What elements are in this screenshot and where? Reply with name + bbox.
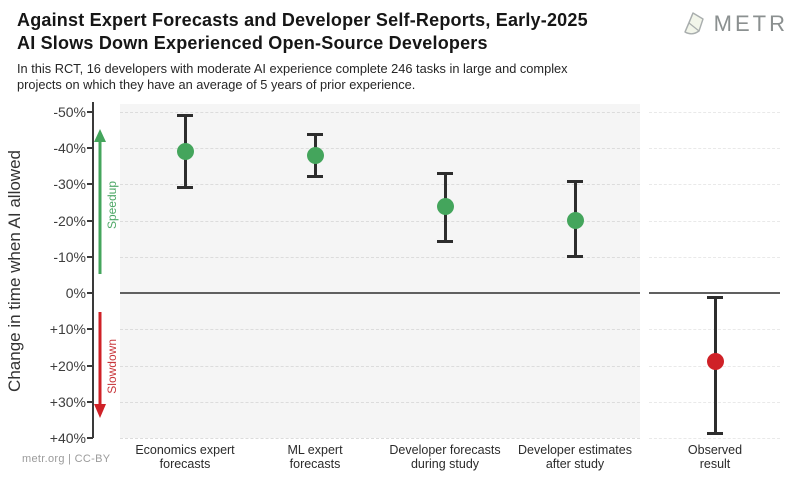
error-bar-cap-top <box>177 114 193 118</box>
credit-text: metr.org | CC-BY <box>22 453 111 465</box>
gridline <box>649 148 780 149</box>
y-tick-mark <box>87 147 93 149</box>
title-line-1: Against Expert Forecasts and Developer S… <box>17 10 588 30</box>
x-category-label-line: Economics expert <box>135 443 235 457</box>
x-category-label-line: ML expert <box>287 443 343 457</box>
gridline <box>120 111 640 113</box>
y-tick-label: -50% <box>53 103 86 120</box>
error-bar-cap-bottom <box>567 254 583 258</box>
zero-line-main <box>120 292 640 294</box>
data-point-observed <box>706 353 724 371</box>
error-bar-cap-top <box>437 172 453 176</box>
y-axis-title-text: Change in time when AI allowed <box>5 150 24 392</box>
slowdown-arrow-icon <box>94 312 106 418</box>
x-category-label: Observed result <box>635 443 795 471</box>
x-category-label: Economics expert forecasts <box>105 443 265 471</box>
x-category-label-line: Observed <box>687 443 743 457</box>
subtitle-line-1: In this RCT, 16 developers with moderate… <box>17 61 568 76</box>
y-tick-label: -10% <box>53 248 86 265</box>
y-tick-label: -20% <box>53 212 86 229</box>
error-bar-cap-top <box>707 295 723 299</box>
error-bar-cap-bottom <box>707 432 723 436</box>
y-tick-mark <box>87 219 93 222</box>
gridline <box>120 329 640 331</box>
x-category-label: Developer estimates after study <box>495 443 655 471</box>
x-category-label-line: after study <box>545 457 605 471</box>
gridline <box>120 256 640 258</box>
metr-logo: METR <box>679 10 788 38</box>
gridline <box>120 401 640 403</box>
y-tick-mark <box>87 183 93 186</box>
y-tick-mark <box>87 110 93 113</box>
speedup-arrow-icon <box>94 129 106 274</box>
y-tick-mark <box>87 292 93 294</box>
error-bar-cap-top <box>567 179 583 183</box>
error-bar-cap-bottom <box>307 175 323 178</box>
error-bar-cap-bottom <box>177 185 193 189</box>
subtitle-line-2: projects on which they have an average o… <box>17 77 416 92</box>
y-tick-mark <box>87 364 93 367</box>
zero-line-right <box>649 292 780 294</box>
x-category-label: Developer forecasts during study <box>365 443 525 471</box>
error-bar-cap-bottom <box>437 240 453 244</box>
y-tick-mark <box>87 255 93 258</box>
x-category-label-line: forecasts <box>159 457 211 471</box>
slowdown-label: Slowdown <box>104 315 120 417</box>
speedup-label: Speedup <box>104 150 120 260</box>
y-tick-mark <box>87 328 93 331</box>
main-plot-panel <box>120 104 640 438</box>
error-bar-cap-top <box>307 132 323 136</box>
gridline <box>649 256 780 258</box>
x-category-label-line: forecasts <box>289 457 341 471</box>
y-tick-label: -30% <box>53 176 86 193</box>
metr-logo-text: METR <box>713 11 788 36</box>
data-point-forecast <box>436 197 454 215</box>
gridline <box>120 365 640 367</box>
gridline <box>120 438 640 439</box>
x-category-label: ML expert forecasts <box>235 443 395 471</box>
title-line-2: AI Slows Down Experienced Open-Source De… <box>17 33 488 53</box>
metr-diamond-icon <box>679 10 707 38</box>
x-category-label-line: Developer estimates <box>518 443 632 457</box>
gridline <box>120 184 640 186</box>
y-axis-spine <box>92 102 94 438</box>
y-axis-title: Change in time when AI allowed <box>2 104 28 438</box>
gridline <box>649 438 780 439</box>
y-tick-label: +30% <box>49 393 86 410</box>
data-point-forecast <box>566 212 584 229</box>
y-tick-label: +10% <box>49 321 86 338</box>
y-tick-label: +20% <box>49 357 86 374</box>
subtitle: In this RCT, 16 developers with moderate… <box>17 61 707 93</box>
data-point-forecast <box>176 143 194 161</box>
gridline <box>649 111 780 113</box>
y-tick-mark <box>87 400 93 403</box>
gridline <box>649 184 780 186</box>
y-tick-label: +40% <box>49 430 86 446</box>
y-tick-label: -40% <box>53 140 86 156</box>
slowdown-label-text: Slowdown <box>105 338 119 394</box>
page-title: Against Expert Forecasts and Developer S… <box>17 9 677 55</box>
x-category-label-line: Developer forecasts <box>389 443 501 457</box>
y-tick-mark <box>87 437 93 439</box>
gridline <box>649 220 780 222</box>
gridline <box>120 148 640 149</box>
x-category-label-line: result <box>699 457 731 471</box>
x-category-label-line: during study <box>410 457 480 471</box>
data-point-forecast <box>306 146 324 164</box>
speedup-label-text: Speedup <box>105 180 119 230</box>
y-tick-label: 0% <box>65 285 86 301</box>
gridline <box>120 220 640 222</box>
